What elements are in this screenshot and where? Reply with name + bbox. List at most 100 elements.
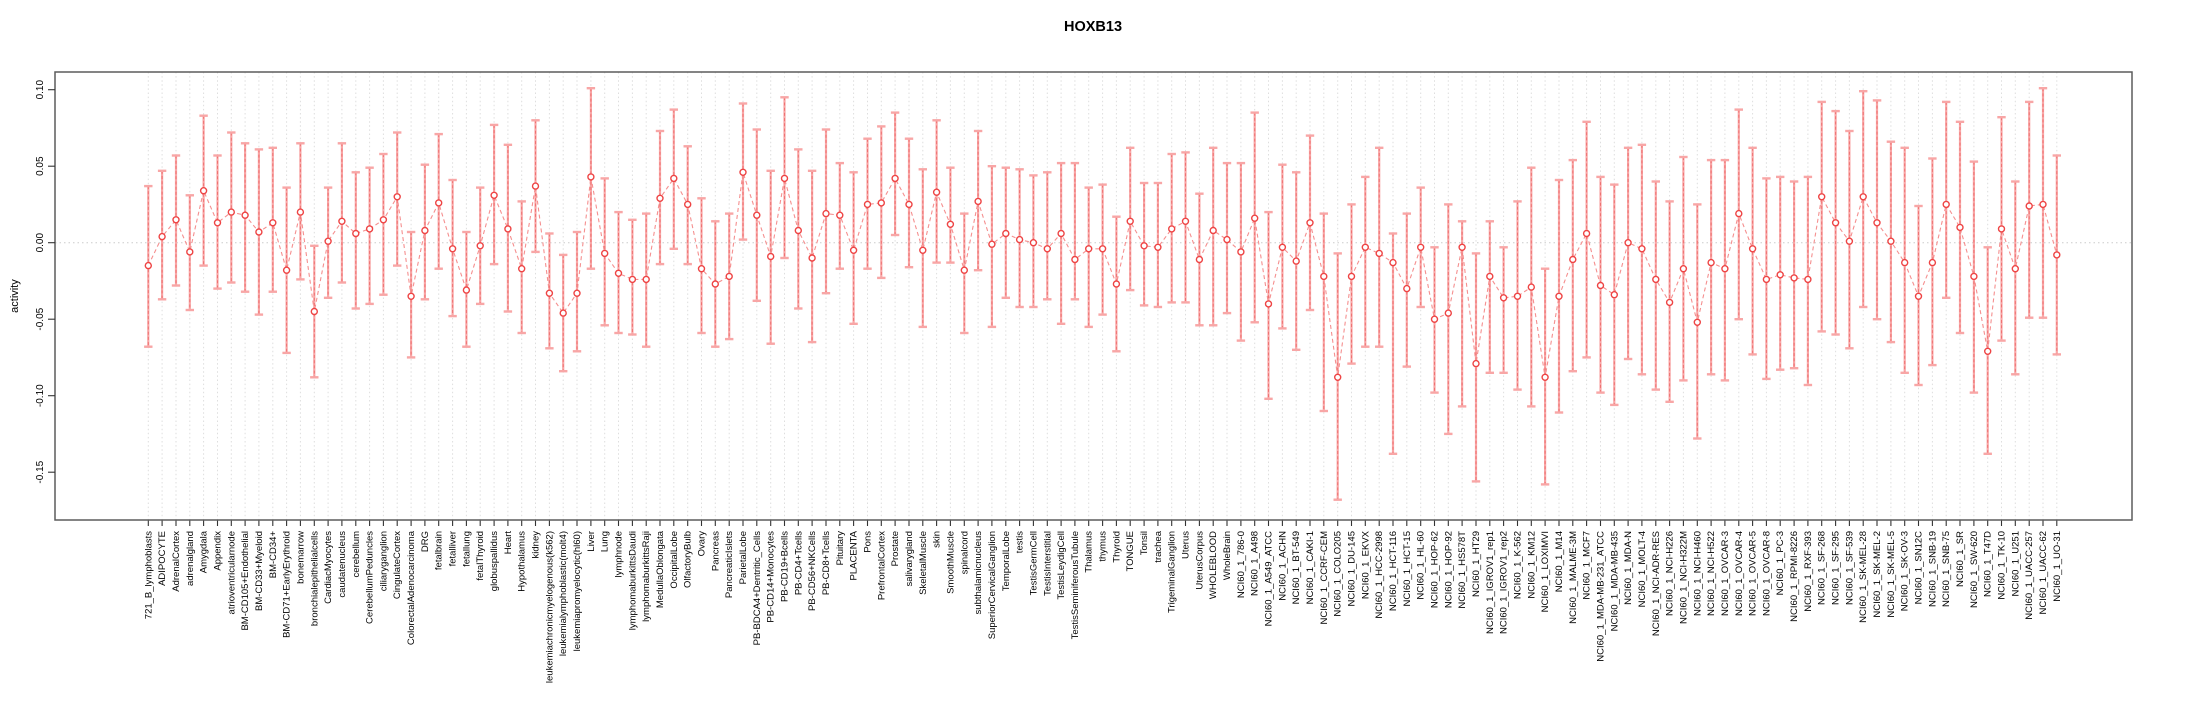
x-tick-label: BM-CD105+Endothelial — [240, 531, 251, 631]
x-tick-label: NCI60_1_ACHN — [1277, 531, 1288, 601]
error-bar — [379, 152, 388, 296]
x-tick-label: CingulateCortex — [392, 531, 403, 599]
data-point — [905, 200, 913, 209]
data-point — [614, 269, 623, 277]
data-point — [974, 197, 982, 206]
x-tick-label: NCI60_1_MDA-MB-231_ATCC — [1596, 531, 1607, 662]
data-point — [836, 211, 844, 219]
data-point — [1084, 245, 1093, 253]
x-tick-label: Hypothalamus — [517, 531, 528, 592]
data-point — [1430, 315, 1439, 323]
x-tick-label: NCI60_1_RPMI-8226 — [1789, 531, 1800, 622]
error-bar — [1817, 100, 1826, 333]
data-point — [1817, 193, 1826, 201]
data-point — [1707, 258, 1715, 267]
x-tick-label: PancreaticIslets — [724, 531, 735, 598]
data-point — [1472, 359, 1480, 368]
error-bar — [1872, 99, 1882, 321]
data-point — [891, 174, 899, 183]
x-tick-label: TONGUE — [1125, 531, 1136, 571]
x-tick-label: PB-CD56+NKCells — [807, 531, 818, 611]
data-point — [1513, 292, 1522, 300]
x-tick-label: Pancreas — [710, 531, 721, 571]
x-tick-label: Thyroid — [1111, 531, 1122, 563]
x-tick-label: NCI60_1_NCI-ADR-RES — [1651, 531, 1662, 636]
data-point — [573, 289, 581, 297]
data-point — [2011, 265, 2020, 273]
data-point — [1264, 300, 1273, 308]
x-tick-label: NCI60_1_NCI-H322M — [1678, 531, 1689, 624]
x-tick-label: OlfactoryBulb — [683, 531, 694, 588]
x-tick-label: fetallung — [461, 531, 472, 567]
data-point — [1347, 272, 1356, 281]
data-point — [365, 225, 374, 233]
x-tick-label: Prostate — [890, 531, 901, 566]
data-point — [1790, 274, 1798, 282]
data-point — [1223, 235, 1231, 244]
error-bar — [1942, 100, 1951, 299]
data-point — [1652, 275, 1660, 284]
x-tick-label: UterusCorpus — [1194, 531, 1205, 590]
x-tick-label: lymphnode — [614, 531, 625, 577]
data-point — [1555, 292, 1563, 300]
x-tick-label: NCI60_1_T47D — [1983, 531, 1994, 597]
x-tick-label: PB-CD19+Bcells — [780, 531, 791, 602]
data-point — [1735, 209, 1743, 218]
data-point — [1859, 193, 1867, 201]
data-point — [1416, 243, 1425, 252]
x-tick-label: NCI60_1_HOP-62 — [1430, 531, 1441, 608]
error-bar — [1070, 161, 1080, 301]
x-tick-label: NCI60_1_HS578T — [1457, 531, 1468, 609]
error-bar — [946, 166, 955, 264]
x-tick-label: NCI60_1_M14 — [1554, 531, 1565, 592]
data-point — [2039, 200, 2047, 209]
data-point — [960, 266, 968, 274]
x-tick-label: NCI60_1_SF-295 — [1831, 531, 1842, 605]
data-point — [1679, 265, 1688, 273]
data-point — [1167, 225, 1176, 233]
x-tick-label: skin — [932, 531, 943, 548]
data-point — [1250, 214, 1259, 222]
error-bar — [1361, 175, 1370, 348]
error-bar — [365, 166, 374, 306]
y-tick-label: 0.10 — [35, 80, 46, 100]
x-tick-label: NCI60_1_CCRF-CEM — [1319, 531, 1330, 625]
data-point — [241, 211, 249, 219]
x-tick-label: NCI60_1_K-562 — [1513, 531, 1524, 599]
x-tick-label: fetalThyroid — [475, 531, 486, 581]
data-point — [1928, 258, 1937, 267]
x-tick-label: leukemialymphoblastic(molt4) — [558, 531, 569, 656]
data-point — [1638, 245, 1646, 253]
data-point — [1596, 281, 1605, 290]
data-point — [1776, 271, 1784, 279]
data-point — [1403, 284, 1411, 293]
x-tick-label: NCI60_1_SK-MEL-5 — [1886, 531, 1897, 618]
data-point — [697, 265, 706, 273]
data-point — [393, 193, 401, 201]
error-bar — [1347, 203, 1356, 365]
x-tick-label: caudatenucleus — [337, 531, 348, 598]
x-tick-label: fetalbrain — [434, 531, 445, 570]
x-tick-label: Uterus — [1181, 531, 1192, 559]
plot-border — [54, 71, 2133, 521]
x-tick-label: atrioventricularnode — [226, 531, 237, 614]
error-bar — [1637, 143, 1647, 376]
x-tick-label: NCI60_1_PC-3 — [1775, 531, 1786, 595]
data-point — [1527, 283, 1536, 291]
data-point — [1887, 237, 1895, 245]
x-tick-label: NCI60_1_OVCAR-4 — [1734, 531, 1745, 616]
data-point — [1997, 225, 2006, 233]
data-point — [269, 219, 277, 227]
x-tick-label: Lung — [600, 531, 611, 552]
data-point — [1292, 257, 1300, 265]
x-tick-label: NCI60_1_SW-620 — [1969, 531, 1980, 608]
x-tick-label: TrigeminalGanglion — [1167, 531, 1178, 613]
error-bar — [1651, 180, 1660, 391]
y-tick-label: 0.05 — [35, 156, 46, 176]
x-tick-label: leukemiachronicmyelogenous(k562) — [544, 531, 555, 683]
data-point — [587, 173, 595, 181]
data-point — [172, 216, 180, 224]
data-point — [1458, 243, 1466, 252]
data-point — [1098, 245, 1107, 253]
